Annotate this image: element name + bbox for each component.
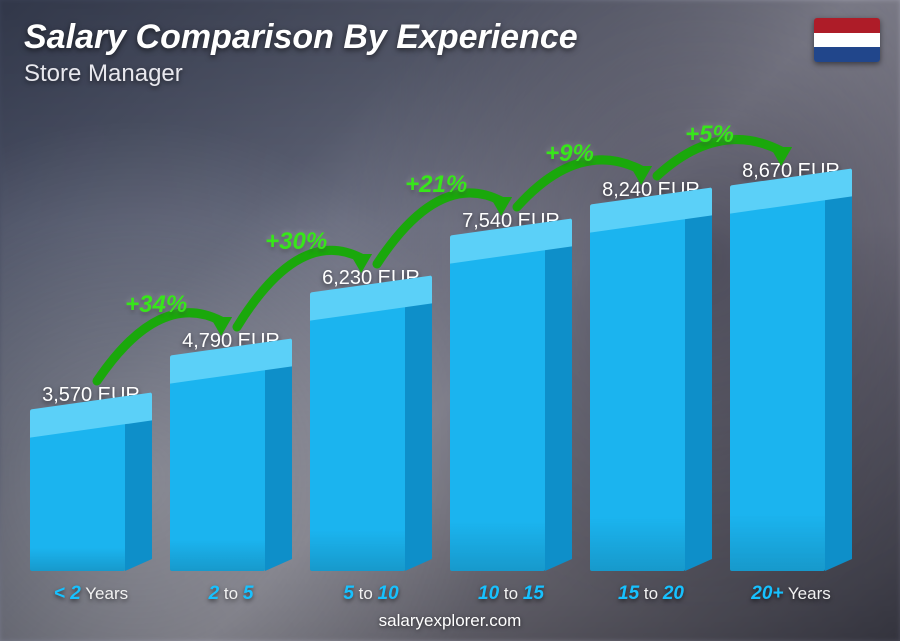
bar-side-face [685, 192, 712, 571]
bar-side-face [265, 343, 292, 571]
bar-side-face [405, 280, 432, 571]
bar-front-face [590, 210, 685, 571]
bar-col: 4,790 EUR2 to 5 [170, 330, 292, 571]
bar-category-label: 20+ Years [730, 583, 852, 605]
bar-col: 8,240 EUR15 to 20 [590, 179, 712, 571]
bar [30, 415, 152, 571]
bar-col: 8,670 EUR20+ Years [730, 160, 852, 571]
bar-front-face [30, 415, 125, 571]
bar [310, 298, 432, 571]
bar [590, 210, 712, 571]
flag-stripe-top [814, 18, 880, 33]
flag-icon [814, 18, 880, 62]
bar [450, 241, 572, 571]
chart-subtitle: Store Manager [24, 60, 183, 88]
bar [170, 361, 292, 571]
bar-category-label: 15 to 20 [590, 583, 712, 605]
bar-front-face [450, 241, 545, 571]
chart-title: Salary Comparison By Experience [24, 18, 578, 57]
bar-col: 6,230 EUR5 to 10 [310, 267, 432, 571]
bar-category-label: 5 to 10 [310, 583, 432, 605]
flag-stripe-bottom [814, 47, 880, 62]
flag-stripe-middle [814, 33, 880, 48]
bar-category-label: 10 to 15 [450, 583, 572, 605]
bar-col: 3,570 EUR< 2 Years [30, 384, 152, 571]
bar-front-face [310, 298, 405, 571]
bar-front-face [170, 361, 265, 571]
bar-front-face [730, 191, 825, 571]
footer-attribution: salaryexplorer.com [0, 611, 900, 631]
bar-col: 7,540 EUR10 to 15 [450, 210, 572, 571]
bar-category-label: 2 to 5 [170, 583, 292, 605]
bar-chart: 3,570 EUR< 2 Years4,790 EUR2 to 56,230 E… [30, 91, 852, 571]
bar [730, 191, 852, 571]
bar-side-face [825, 173, 852, 571]
bar-side-face [545, 223, 572, 571]
chart-canvas: Salary Comparison By Experience Store Ma… [0, 0, 900, 641]
bar-category-label: < 2 Years [30, 583, 152, 605]
